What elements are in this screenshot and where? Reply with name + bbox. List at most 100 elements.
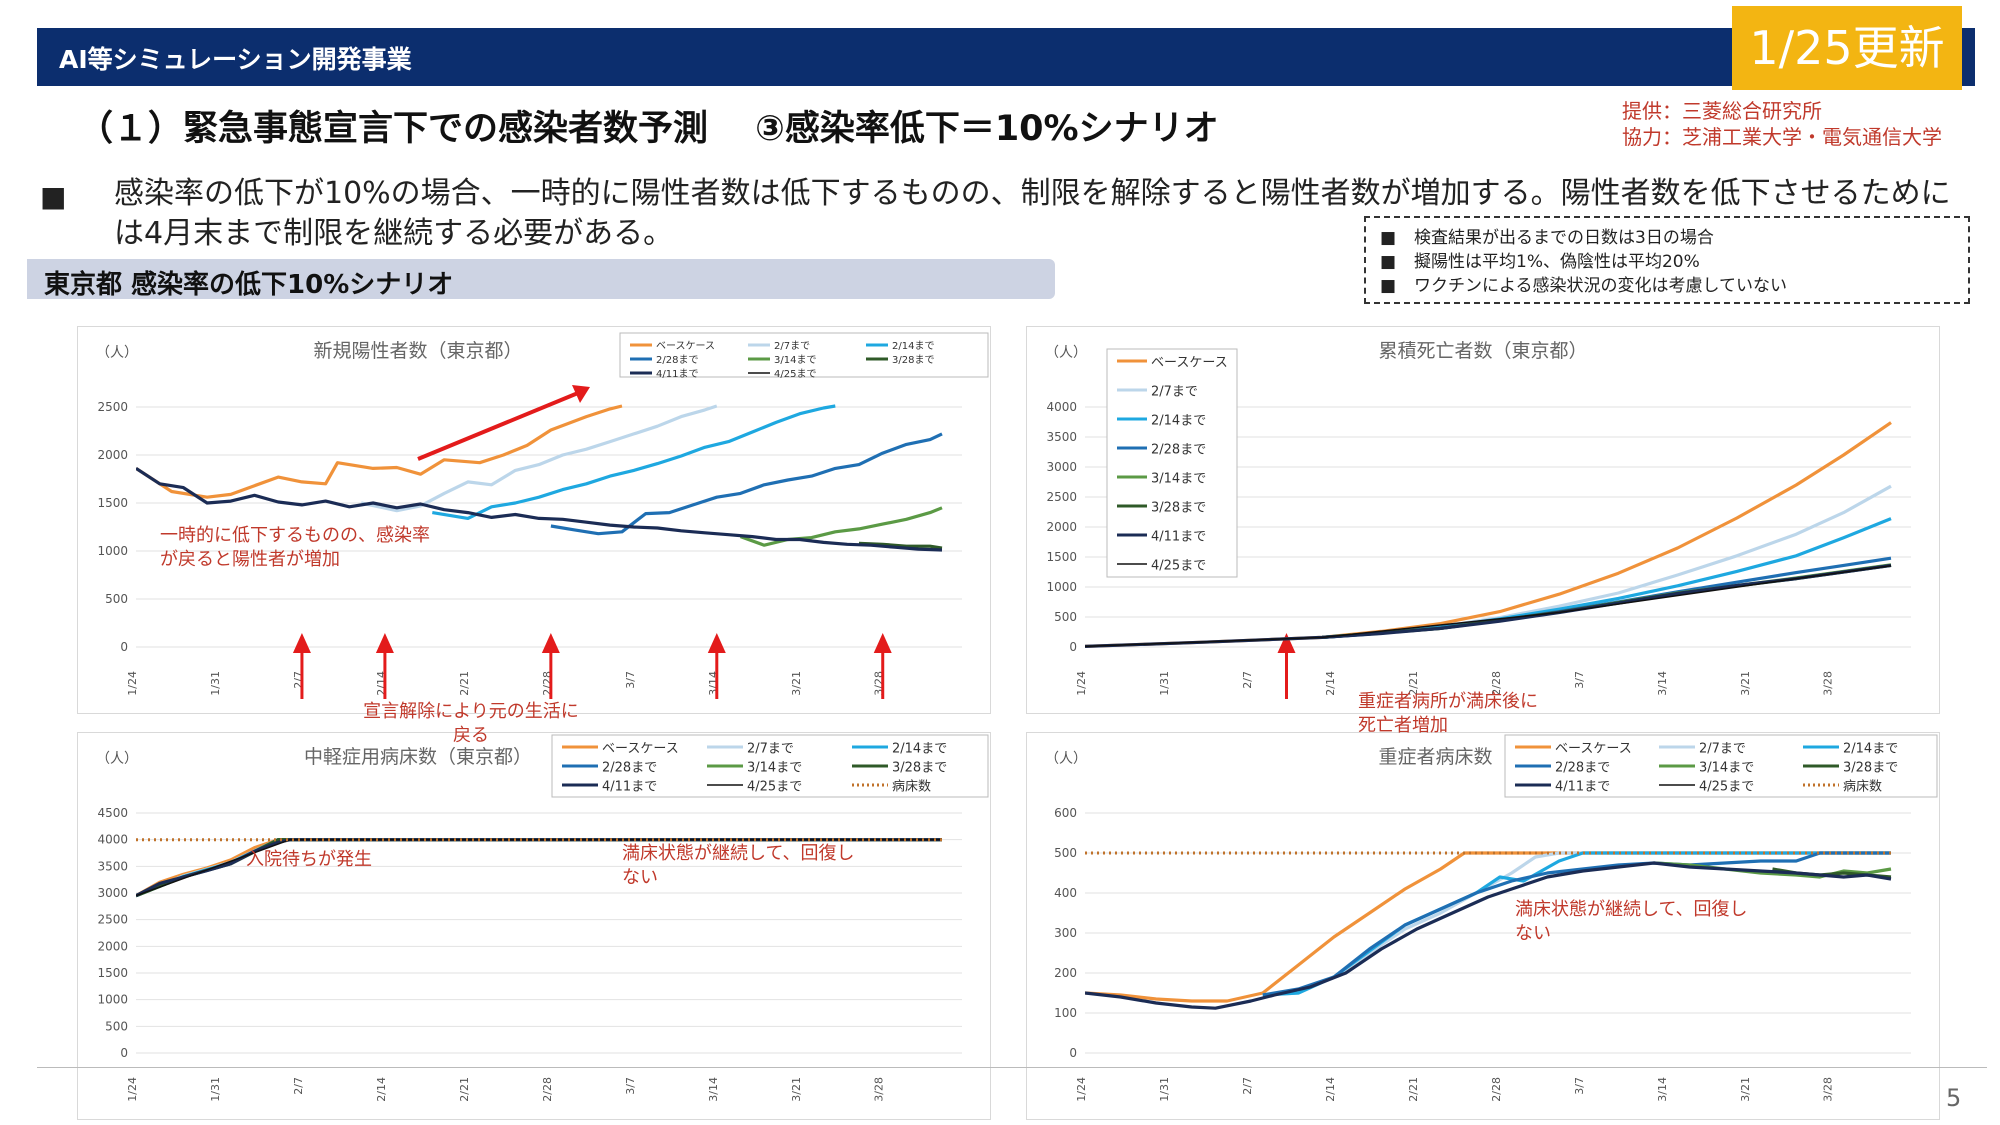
- legend-label: 2/7まで: [1151, 385, 1198, 400]
- x-tick-label: 3/7: [1573, 671, 1586, 689]
- x-tick-label: 1/31: [1158, 671, 1171, 696]
- x-tick-label: 2/21: [458, 671, 471, 696]
- credits-line-2: 協力：芝浦工業大学・電気通信大学: [1622, 125, 1942, 149]
- y-tick-label: 3500: [1046, 430, 1077, 444]
- release-arrow-head: [292, 633, 311, 653]
- x-tick-label: 3/28: [1822, 671, 1835, 696]
- legend-label: 3/28まで: [1843, 761, 1898, 776]
- bullet-text: 感染率の低下が10%の場合、一時的に陽性者数は低下するものの、制限を解除すると陽…: [114, 176, 1951, 251]
- series-line: [432, 404, 836, 520]
- x-tick-label: 3/14: [707, 1077, 720, 1102]
- deaths-arrow-head: [1277, 633, 1296, 653]
- trend-arrow: [417, 391, 579, 461]
- y-tick-label: 500: [105, 592, 128, 606]
- note-text: ワクチンによる感染状況の変化は考慮していない: [1414, 276, 1787, 296]
- y-tick-label: 1500: [97, 966, 128, 980]
- legend-box: [619, 332, 989, 378]
- series-line: [550, 432, 943, 536]
- chart-svg: 0 500 1000 1500 2000 2500 3000 3500 4000 4500 （人） 中…: [96, 734, 989, 1102]
- y-tick-label: 2500: [1046, 490, 1077, 504]
- legend-label: 3/28まで: [892, 354, 934, 366]
- note-mark: ■: [1380, 276, 1397, 296]
- y-tick-label: 2500: [97, 913, 128, 927]
- x-tick-label: 3/7: [624, 671, 637, 689]
- x-tick-label: 1/24: [1075, 1077, 1088, 1102]
- y-tick-label: 2000: [1046, 520, 1077, 534]
- note-text: 擬陽性は平均1%、偽陰性は平均20%: [1414, 252, 1700, 272]
- legend-label: 3/14まで: [1151, 472, 1206, 487]
- legend-label: 3/28まで: [892, 761, 947, 776]
- chart-mild-beds: 0 500 1000 1500 2000 2500 3000 3500 4000 4500 （人） 中…: [77, 732, 991, 1120]
- y-tick-label: 500: [1054, 846, 1077, 860]
- y-axis-label: （人）: [1045, 751, 1087, 767]
- x-tick-label: 3/14: [1656, 671, 1669, 696]
- x-tick-label: 2/28: [1490, 1077, 1503, 1102]
- x-tick-label: 2/21: [1407, 1077, 1420, 1102]
- legend-label: 2/14まで: [892, 340, 934, 352]
- x-tick-label: 2/7: [292, 1077, 305, 1095]
- note-mark: ■: [1380, 252, 1397, 272]
- x-tick-label: 1/24: [126, 1077, 139, 1102]
- annotation-full-beds-severe: 満床状態が継続して、回復しない: [1515, 899, 1748, 944]
- legend-label: 3/14まで: [1699, 761, 1754, 776]
- y-tick-label: 0: [120, 640, 128, 654]
- x-tick-label: 2/14: [1324, 1077, 1337, 1102]
- x-tick-label: 3/21: [1739, 1077, 1752, 1102]
- legend-label: ベースケース: [1555, 742, 1632, 757]
- legend-label: 4/11まで: [656, 368, 698, 380]
- legend-label: 2/7まで: [747, 742, 794, 757]
- bullet-mark: ■: [40, 180, 67, 213]
- legend-label: 4/11まで: [1555, 780, 1610, 795]
- x-tick-label: 2/7: [1241, 1077, 1254, 1095]
- x-tick-label: 1/24: [126, 671, 139, 696]
- x-tick-label: 2/7: [1241, 671, 1254, 689]
- y-axis-label: （人）: [96, 345, 138, 361]
- release-arrow-head: [873, 633, 892, 653]
- x-tick-label: 3/7: [1573, 1077, 1586, 1095]
- y-tick-label: 3000: [97, 886, 128, 900]
- series-line: [739, 506, 943, 547]
- legend-label: 4/11まで: [602, 780, 657, 795]
- chart-title: 累積死亡者数（東京都）: [1378, 340, 1587, 362]
- x-tick-label: 3/28: [1822, 1077, 1835, 1102]
- series-line: [1085, 851, 1891, 1003]
- y-tick-label: 1000: [97, 993, 128, 1007]
- note-item: ■ 検査結果が出るまでの日数は3日の場合: [1380, 226, 1968, 250]
- y-tick-label: 1000: [97, 544, 128, 558]
- chart-title: 新規陽性者数（東京都）: [313, 340, 522, 362]
- series-line: [1321, 484, 1892, 639]
- x-tick-label: 1/31: [209, 671, 222, 696]
- chart-title: 中軽症用病床数（東京都）: [304, 746, 532, 768]
- legend-label: 2/14まで: [1843, 742, 1898, 757]
- x-tick-label: 3/14: [1656, 1077, 1669, 1102]
- x-tick-label: 3/21: [1739, 671, 1752, 696]
- credits-line-1: 提供：三菱総合研究所: [1622, 99, 1822, 123]
- note-item: ■ 擬陽性は平均1%、偽陰性は平均20%: [1380, 250, 1968, 274]
- legend-label: ベースケース: [602, 742, 679, 757]
- legend-label: 2/7まで: [774, 340, 810, 352]
- note-item: ■ ワクチンによる感染状況の変化は考慮していない: [1380, 274, 1968, 298]
- y-tick-label: 400: [1054, 886, 1077, 900]
- y-tick-label: 4500: [97, 806, 128, 820]
- legend-label: 4/25まで: [747, 780, 802, 795]
- x-tick-label: 3/28: [873, 1077, 886, 1102]
- legend-label: 2/14まで: [1151, 414, 1206, 429]
- x-tick-label: 2/21: [1407, 671, 1420, 696]
- release-arrow-head: [707, 633, 726, 653]
- series-line: [360, 404, 718, 513]
- legend-label: 2/28まで: [1555, 761, 1610, 776]
- section-tab: 東京都 感染率の低下10%シナリオ: [27, 259, 1055, 300]
- y-tick-label: 0: [1069, 640, 1077, 654]
- legend-label: 4/11まで: [1151, 530, 1206, 545]
- x-tick-label: 2/28: [1490, 671, 1503, 696]
- legend-label: 2/14まで: [892, 742, 947, 757]
- legend-box: [1106, 348, 1238, 578]
- chart-new-cases: 0 500 1000 1500 2000 2500 （人） 新規陽性者数（東京都） 1/24 1/…: [77, 326, 991, 714]
- x-tick-label: 3/21: [790, 1077, 803, 1102]
- y-tick-label: 1500: [1046, 550, 1077, 564]
- y-tick-label: 2000: [97, 939, 128, 953]
- annotation-deaths-increase: 重症者病所が満床後に死亡者増加: [1358, 691, 1538, 736]
- chart-svg: 0 500 1000 1500 2000 2500 （人） 新規陽性者数（東京都） 1/24 1/…: [96, 332, 989, 699]
- update-badge: 1/25更新: [1732, 6, 1962, 90]
- legend-label: 2/28まで: [602, 761, 657, 776]
